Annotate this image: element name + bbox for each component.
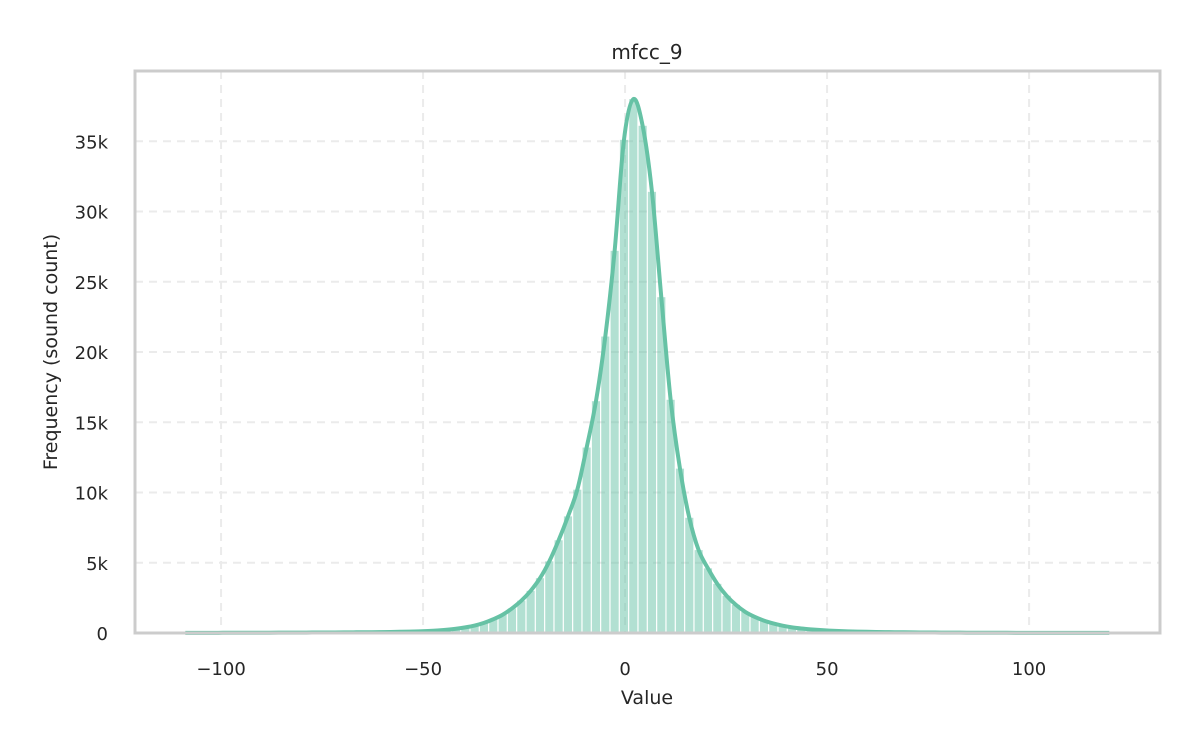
y-axis: 0 5k 10k 15k 20k 25k 30k 35k <box>75 132 109 645</box>
y-tick-label: 25k <box>75 273 109 294</box>
histogram-bar <box>639 126 647 633</box>
histogram-bar <box>555 540 563 633</box>
histogram-bar <box>536 578 544 633</box>
x-tick-label: 50 <box>816 659 839 680</box>
y-tick-label: 20k <box>75 343 109 364</box>
y-tick-label: 10k <box>75 484 109 505</box>
histogram-bar <box>601 337 609 633</box>
histogram-bar <box>527 591 535 633</box>
y-tick-label: 0 <box>97 624 108 645</box>
histogram-bar <box>695 550 703 633</box>
histogram-bar <box>611 251 619 633</box>
chart-title: mfcc_9 <box>611 40 682 64</box>
y-tick-label: 35k <box>75 132 109 153</box>
x-tick-label: −50 <box>404 659 442 680</box>
histogram-bar <box>592 401 600 633</box>
y-tick-label: 30k <box>75 203 109 224</box>
histogram-bar <box>545 561 553 633</box>
kde-line <box>185 99 1109 633</box>
x-axis: −100 −50 0 50 100 <box>196 659 1046 680</box>
x-axis-label: Value <box>621 687 673 709</box>
y-tick-label: 5k <box>86 554 108 575</box>
x-tick-label: 0 <box>619 659 630 680</box>
x-tick-label: −100 <box>196 659 245 680</box>
histogram-bar <box>573 490 581 633</box>
y-tick-label: 15k <box>75 413 109 434</box>
histogram-bar <box>629 99 637 633</box>
histogram-bar <box>704 568 712 633</box>
histogram-bar <box>583 448 591 633</box>
histogram-bar <box>648 192 656 633</box>
bars <box>181 99 1113 633</box>
histogram-bar <box>620 140 628 633</box>
histogram-bar <box>713 584 721 633</box>
histogram-bar <box>564 516 572 633</box>
x-tick-label: 100 <box>1012 659 1046 680</box>
y-axis-label: Frequency (sound count) <box>40 234 62 470</box>
